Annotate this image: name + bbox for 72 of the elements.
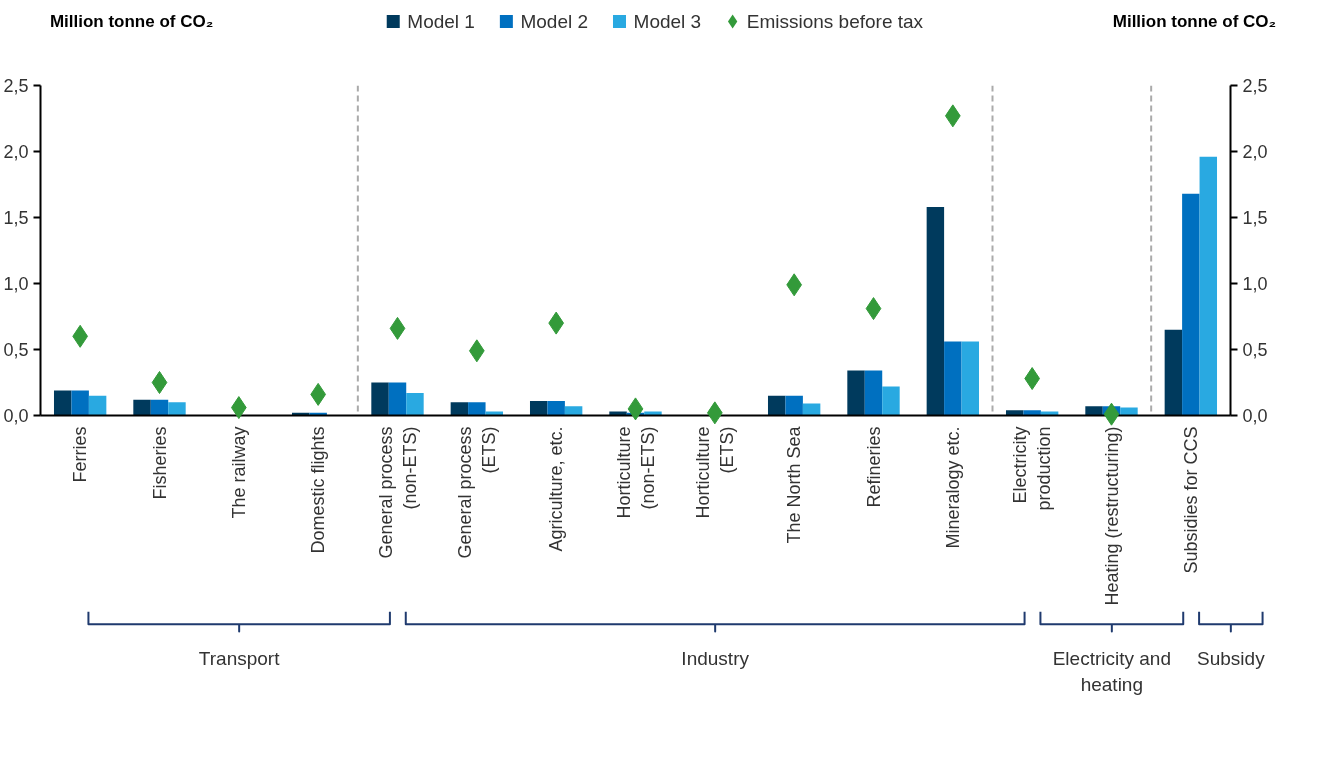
- x-tick-label: Heating (restructuring): [1101, 426, 1122, 606]
- point: [865, 297, 882, 321]
- bar: [802, 403, 821, 416]
- x-tick-label: The North Sea: [784, 425, 805, 544]
- y2-tick-label: 2,5: [1242, 76, 1268, 96]
- y-tick-label: 0,0: [3, 406, 29, 426]
- text: Industry: [681, 648, 750, 670]
- x-tick-label: General process (non-ETS): [375, 426, 420, 559]
- bar: [547, 400, 565, 416]
- text: Million tonne of CO₂: [49, 12, 214, 31]
- bar: [468, 402, 486, 416]
- point: [389, 316, 406, 340]
- legend-label: Model 2: [520, 11, 589, 32]
- x-tick-label: Domestic flights: [308, 426, 329, 554]
- y-tick-label: 2,0: [3, 142, 29, 162]
- y-tick-label: 2,5: [3, 76, 29, 96]
- text: Transport: [198, 648, 281, 670]
- y2-tick-label: 1,0: [1242, 274, 1268, 294]
- text: Million tonne of CO₂: [1112, 12, 1277, 31]
- bar: [944, 341, 962, 416]
- y-tick-label: 1,0: [3, 274, 29, 294]
- x-tick-label: Subsidies for CCS: [1180, 426, 1201, 574]
- x-tick-label: General process (ETS): [454, 426, 499, 559]
- y2-tick-label: 0,0: [1242, 406, 1268, 426]
- bar: [88, 395, 107, 416]
- bar: [864, 370, 883, 416]
- bar: [450, 402, 469, 416]
- bar: [926, 206, 945, 416]
- x-tick-label: Ferries: [70, 426, 91, 483]
- bar: [529, 400, 548, 416]
- x-tick-label: Refineries: [863, 426, 884, 508]
- bar: [1085, 406, 1103, 416]
- bar: [961, 341, 980, 416]
- bar: [53, 390, 72, 416]
- y-tick-label: 1,5: [3, 208, 29, 228]
- bar: [1120, 407, 1138, 416]
- bar: [1164, 329, 1183, 416]
- x-tick-label: The railway: [228, 426, 249, 519]
- bar: [1182, 193, 1200, 416]
- legend-label: Model 1: [407, 11, 475, 32]
- text: Electricity and heating: [1052, 648, 1171, 695]
- point: [627, 397, 644, 421]
- y2-tick-label: 1,5: [1242, 208, 1268, 228]
- bar: [71, 390, 89, 416]
- bar: [168, 402, 186, 416]
- bar: [150, 399, 169, 416]
- bar: [1199, 156, 1218, 416]
- bar: [1005, 410, 1024, 416]
- point: [1103, 402, 1120, 426]
- y2-tick-label: 2,0: [1242, 142, 1268, 162]
- bar: [767, 395, 786, 416]
- bar: [564, 406, 583, 416]
- x-tick-label: Horticulture (ETS): [692, 426, 737, 519]
- bar: [371, 382, 389, 416]
- bar: [388, 382, 407, 416]
- text: Subsidy: [1197, 648, 1266, 670]
- x-tick-label: Horticulture (non-ETS): [613, 426, 658, 519]
- x-tick-label: Agriculture, etc.: [546, 426, 567, 552]
- legend-label: Emissions before tax: [746, 11, 924, 32]
- x-tick-label: Electricity production: [1010, 426, 1055, 511]
- bar: [882, 386, 900, 416]
- bar: [1023, 410, 1041, 416]
- bar: [406, 393, 424, 416]
- x-tick-label: Fisheries: [149, 426, 170, 500]
- legend-label: Model 3: [633, 11, 702, 32]
- bar: [785, 395, 803, 416]
- y-tick-label: 0,5: [3, 340, 29, 360]
- y2-tick-label: 0,5: [1242, 340, 1268, 360]
- x-tick-label: Mineralogy etc.: [942, 426, 963, 549]
- bar: [847, 370, 865, 416]
- point: [151, 371, 168, 394]
- bar: [133, 399, 151, 416]
